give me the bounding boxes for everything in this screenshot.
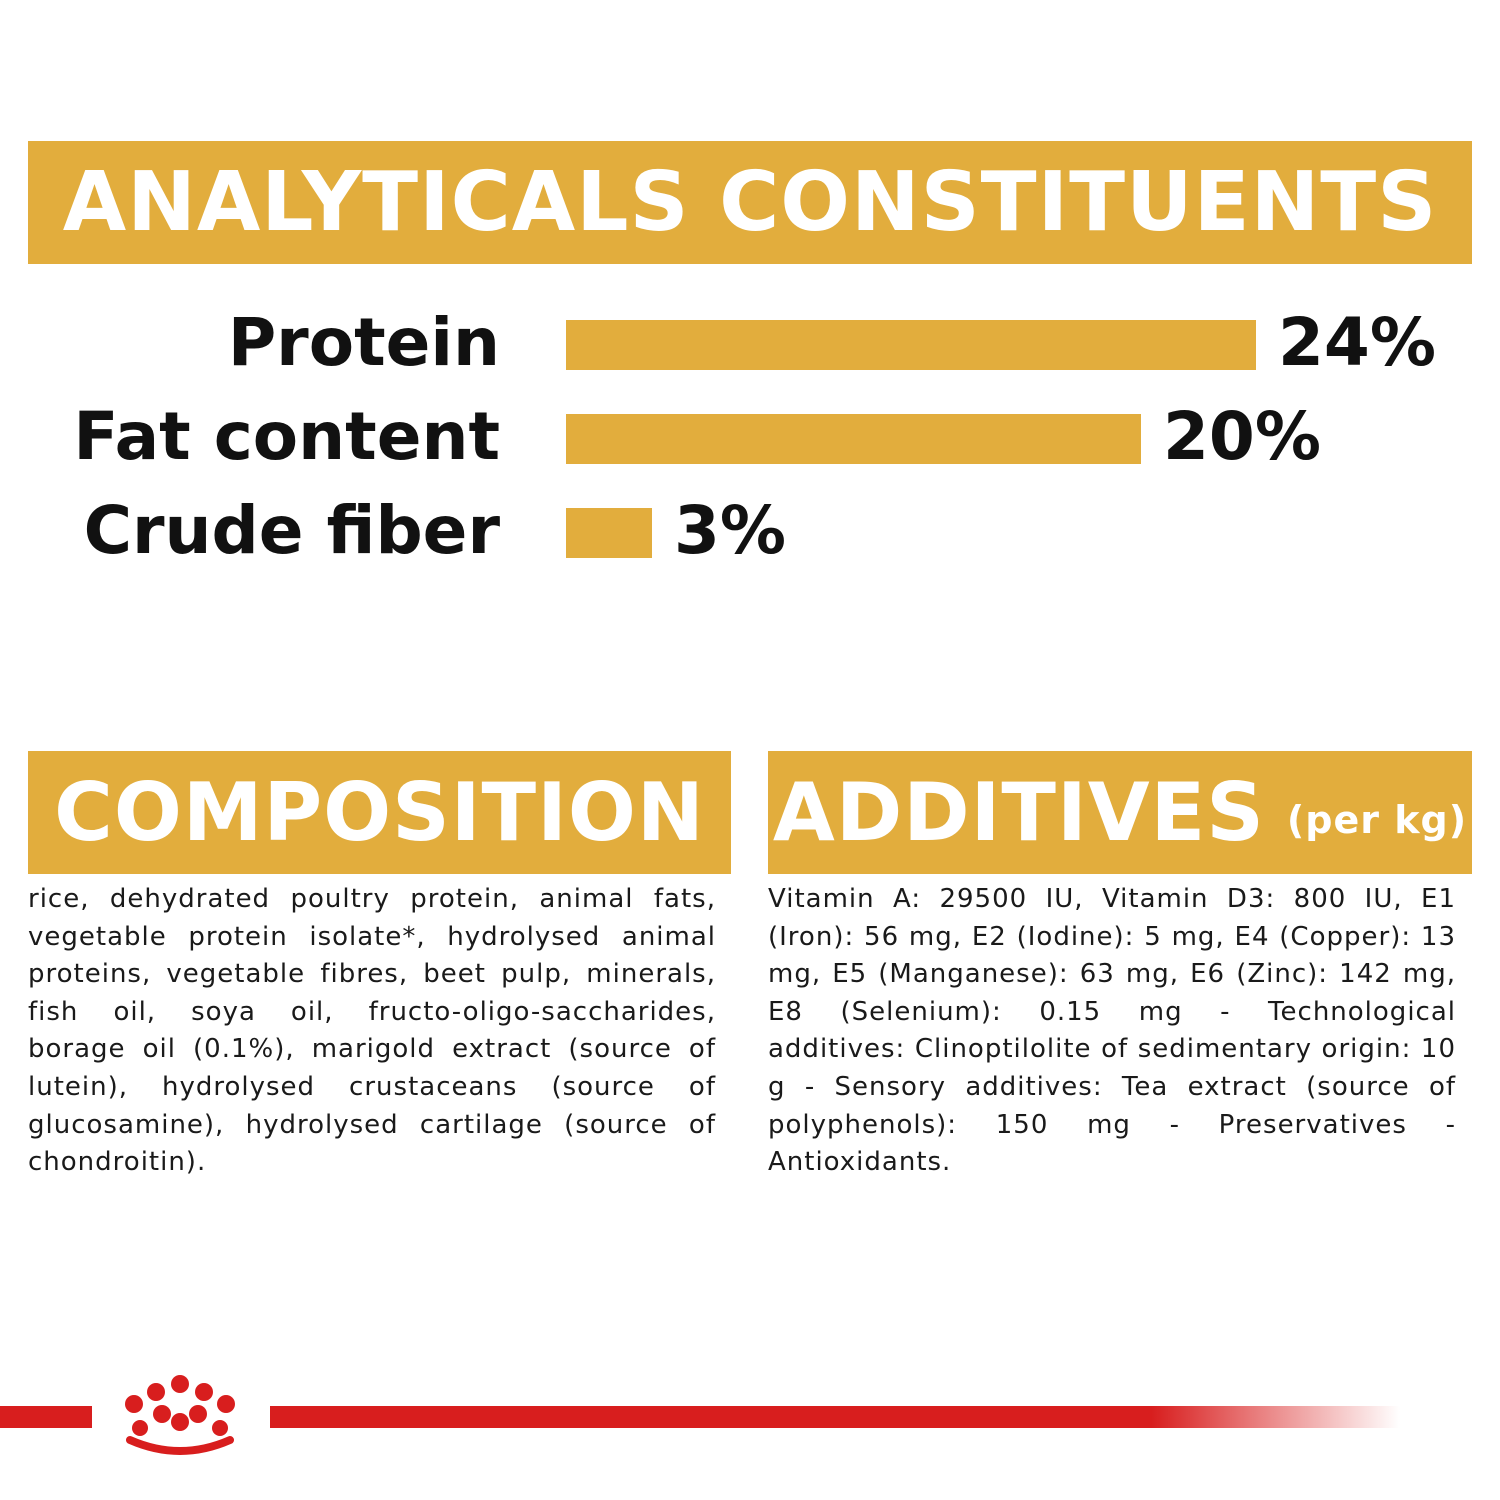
bar bbox=[566, 320, 1256, 370]
composition-text: rice, dehydrated poultry protein, animal… bbox=[28, 884, 716, 1178]
bar bbox=[566, 508, 652, 558]
additives-subtitle: (per kg) bbox=[1286, 797, 1468, 842]
value-label: 24% bbox=[1278, 304, 1436, 381]
additives-banner: ADDITIVES (per kg) bbox=[768, 751, 1472, 874]
category-label: Fat content bbox=[73, 398, 500, 475]
composition-title: COMPOSITION bbox=[54, 766, 705, 859]
category-label: Crude fiber bbox=[83, 492, 500, 569]
value-label: 3% bbox=[674, 492, 787, 569]
category-label: Protein bbox=[227, 304, 500, 381]
bar bbox=[566, 414, 1141, 464]
brand-line-right bbox=[270, 1406, 1400, 1428]
analyticals-banner: ANALYTICALS CONSTITUENTS bbox=[28, 141, 1472, 264]
additives-text: Vitamin A: 29500 IU, Vitamin D3: 800 IU,… bbox=[768, 884, 1456, 1178]
value-label: 20% bbox=[1163, 398, 1321, 475]
analyticals-title: ANALYTICALS CONSTITUENTS bbox=[62, 155, 1438, 250]
additives-title: ADDITIVES bbox=[772, 766, 1265, 859]
brand-line-left bbox=[0, 1406, 92, 1428]
composition-banner: COMPOSITION bbox=[28, 751, 731, 874]
crown-icon bbox=[125, 1375, 235, 1455]
